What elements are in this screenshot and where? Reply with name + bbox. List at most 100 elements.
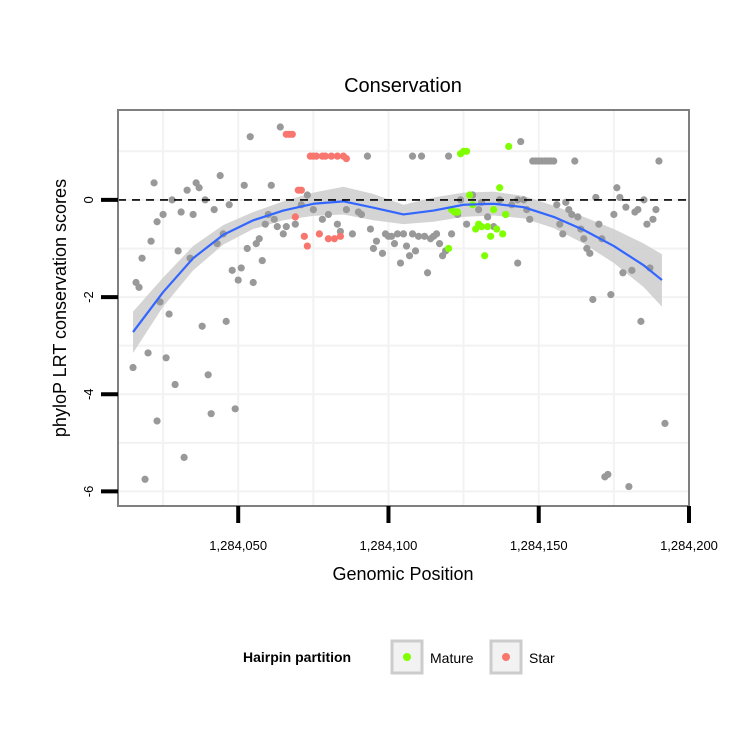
data-point-other — [150, 179, 158, 187]
data-point-other — [279, 230, 287, 238]
data-point-other — [222, 317, 230, 325]
data-point-other — [171, 380, 179, 389]
data-point-mature — [490, 206, 498, 214]
data-point-other — [393, 230, 402, 238]
data-point-star — [321, 152, 329, 160]
y-tick-label: -2 — [81, 291, 96, 303]
data-point-other — [625, 482, 633, 491]
data-point-other — [634, 206, 642, 214]
data-point-other — [168, 196, 176, 204]
data-point-other — [399, 230, 408, 238]
data-point-other — [378, 249, 387, 257]
data-point-other — [240, 181, 248, 189]
y-tick-label: -4 — [81, 388, 96, 400]
data-point-other — [231, 405, 239, 413]
data-point-other — [291, 220, 299, 228]
data-point-other — [396, 259, 405, 267]
data-point-other — [637, 317, 645, 325]
data-point-mature — [478, 223, 486, 231]
data-point-other — [652, 206, 660, 214]
data-point-mature — [453, 208, 462, 216]
data-point-other — [586, 249, 594, 257]
data-point-star — [336, 232, 344, 240]
data-point-other — [228, 266, 236, 274]
data-point-star — [297, 186, 305, 194]
legend-dot-mature — [403, 653, 411, 661]
data-point-star — [315, 230, 323, 238]
x-tick-label: 1,284,200 — [660, 538, 718, 553]
data-point-other — [607, 291, 615, 299]
y-axis-label: phyloP LRT conservation scores — [50, 179, 70, 437]
data-point-other — [610, 210, 618, 219]
data-point-other — [420, 232, 429, 240]
data-point-other — [613, 184, 621, 192]
data-point-other — [408, 230, 417, 238]
data-point-other — [216, 171, 224, 180]
data-point-other — [414, 232, 423, 240]
data-point-star — [342, 154, 350, 163]
data-point-other — [189, 210, 197, 219]
data-point-other — [589, 295, 597, 304]
data-point-other — [417, 152, 426, 160]
x-axis-ticks: 1,284,050 1,284,100 1,284,150 1,284,200 — [209, 506, 718, 553]
data-point-other — [348, 230, 357, 238]
data-point-mature — [466, 191, 474, 199]
data-point-other — [574, 213, 582, 221]
data-point-mature — [505, 142, 513, 151]
data-point-other — [204, 371, 212, 379]
y-axis-ticks: -6 -4 -2 0 — [81, 196, 118, 497]
data-point-other — [390, 240, 399, 248]
data-point-mature — [484, 223, 492, 231]
data-point-other — [559, 230, 567, 238]
data-point-other — [514, 259, 522, 267]
data-point-other — [267, 181, 275, 189]
grid-lines — [118, 110, 690, 506]
data-point-other — [198, 322, 206, 330]
x-tick-label: 1,284,050 — [209, 538, 267, 553]
legend: Hairpin partition Mature Star — [243, 639, 555, 675]
x-tick-label: 1,284,150 — [510, 538, 568, 553]
data-point-other — [649, 215, 657, 223]
data-point-mature — [487, 232, 495, 240]
data-point-star — [291, 213, 299, 221]
confidence-band — [133, 186, 662, 353]
data-point-other — [604, 470, 612, 479]
data-point-star — [324, 235, 332, 243]
data-point-other — [177, 208, 185, 216]
data-point-other — [195, 184, 203, 192]
data-point-other — [174, 247, 182, 255]
data-point-other — [643, 220, 651, 228]
data-point-other — [159, 210, 167, 219]
data-point-other — [432, 230, 441, 238]
data-point-other — [129, 363, 137, 372]
data-point-other — [210, 206, 218, 214]
data-point-other — [153, 417, 161, 425]
data-point-star — [288, 130, 296, 138]
data-point-other — [141, 475, 149, 483]
data-point-other — [249, 278, 257, 287]
data-point-other — [619, 269, 627, 277]
data-point-other — [207, 410, 215, 418]
data-point-mature — [481, 252, 489, 260]
data-point-other — [447, 230, 456, 238]
data-point-other — [147, 237, 155, 245]
data-point-other — [402, 242, 411, 250]
legend-label-mature: Mature — [430, 650, 474, 666]
data-point-other — [243, 244, 251, 253]
data-point-other — [463, 220, 471, 228]
data-point-other — [571, 157, 579, 165]
data-point-mature — [502, 210, 510, 219]
data-point-other — [165, 310, 173, 318]
data-point-other — [475, 206, 483, 214]
data-point-mature — [444, 244, 453, 253]
data-point-other — [246, 133, 254, 141]
data-point-star — [333, 152, 341, 160]
data-point-other — [616, 193, 624, 202]
data-point-other — [255, 235, 263, 243]
data-point-other — [357, 210, 366, 219]
data-point-other — [363, 152, 372, 160]
data-point-other — [138, 254, 146, 262]
data-point-other — [333, 220, 341, 228]
confidence-band-area — [133, 186, 662, 353]
y-tick-label: -6 — [81, 486, 96, 498]
